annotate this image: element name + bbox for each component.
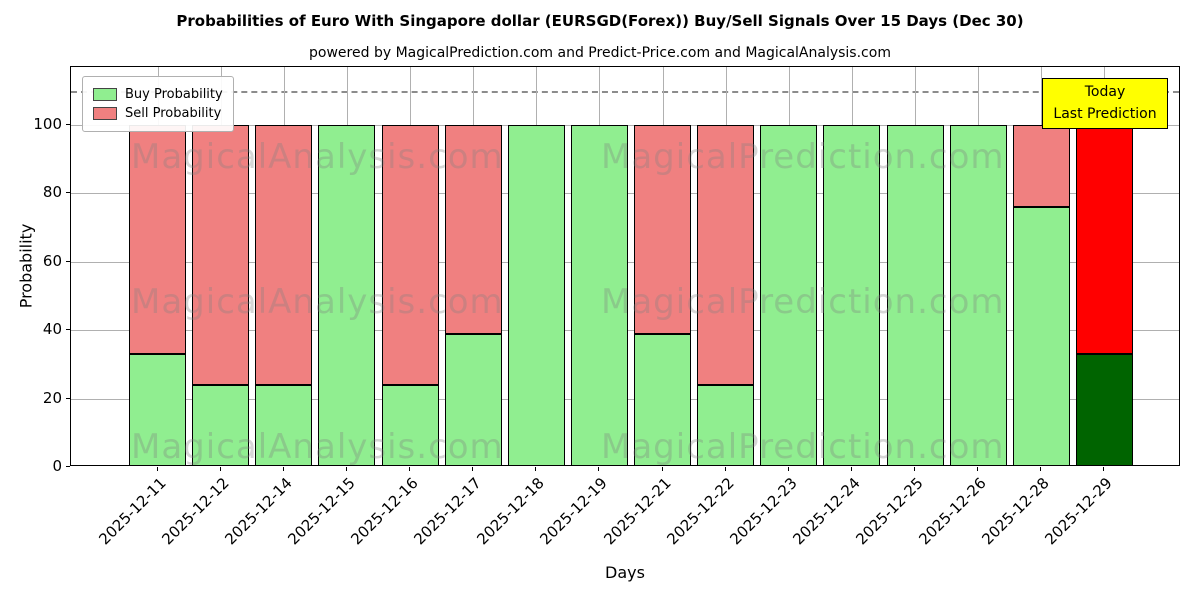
- bar-buy-segment: [634, 333, 692, 465]
- today-annotation-line2: Last Prediction: [1053, 105, 1157, 122]
- bar-buy-segment: [570, 125, 628, 465]
- y-tick-mark: [66, 260, 70, 262]
- today-annotation-line1: Today: [1084, 84, 1126, 100]
- bar-sell-segment: [444, 125, 502, 334]
- legend-swatch-sell: [93, 107, 117, 120]
- y-tick-mark: [66, 124, 70, 126]
- bar-buy-segment: [1012, 207, 1070, 465]
- bar-buy-segment: [192, 384, 250, 465]
- y-tick-label: 0: [52, 457, 62, 475]
- legend-item: Buy Probability: [93, 87, 223, 102]
- bar-buy-segment: [949, 125, 1007, 465]
- x-tick-mark: [156, 467, 158, 471]
- watermark-text: MagicalAnalysis.com: [131, 427, 504, 466]
- x-tick-mark: [409, 467, 411, 471]
- x-tick-mark: [724, 467, 726, 471]
- bar-sell-segment: [697, 125, 755, 385]
- bar-sell-segment: [129, 125, 187, 355]
- legend-label: Sell Probability: [125, 106, 222, 121]
- bar-buy-segment: [444, 333, 502, 465]
- plot-area: MagicalAnalysis.com MagicalPrediction.com…: [70, 66, 1180, 466]
- chart-title: Probabilities of Euro With Singapore dol…: [176, 12, 1024, 30]
- bar-buy-segment: [255, 384, 313, 465]
- chart-subtitle: powered by MagicalPrediction.com and Pre…: [309, 45, 891, 61]
- bar-buy-segment: [507, 125, 565, 465]
- bar-buy-segment: [760, 125, 818, 465]
- bar-buy-segment: [697, 384, 755, 465]
- dashed-threshold-line: [71, 90, 1179, 93]
- y-tick-mark: [66, 192, 70, 194]
- bar-sell-segment: [1012, 125, 1070, 208]
- x-tick-mark: [282, 467, 284, 471]
- x-tick-mark: [345, 467, 347, 471]
- x-axis-label: Days: [605, 563, 645, 582]
- bar-buy-segment-today: [1075, 354, 1133, 465]
- x-tick-mark: [914, 467, 916, 471]
- bar-sell-segment: [192, 125, 250, 385]
- y-tick-label: 40: [42, 320, 62, 339]
- legend-label: Buy Probability: [125, 87, 223, 102]
- x-tick-mark: [661, 467, 663, 471]
- y-tick-mark: [66, 466, 70, 467]
- bar-buy-segment: [823, 125, 881, 465]
- today-annotation: Today Last Prediction: [1042, 78, 1168, 130]
- bar-buy-segment: [381, 384, 439, 465]
- x-tick-mark: [598, 467, 600, 471]
- x-tick-mark: [219, 467, 221, 471]
- watermark-text: MagicalPrediction.com: [601, 427, 1005, 466]
- watermark-text: MagicalAnalysis.com: [131, 282, 504, 322]
- watermark-text: MagicalPrediction.com: [601, 282, 1005, 322]
- y-tick-label: 20: [42, 388, 62, 407]
- legend-item: Sell Probability: [93, 106, 223, 121]
- bar-buy-segment: [318, 125, 376, 465]
- bar-buy-segment: [886, 125, 944, 465]
- y-tick-mark: [66, 397, 70, 399]
- x-tick-mark: [787, 467, 789, 471]
- y-tick-label: 100: [33, 115, 62, 134]
- bar-sell-segment-today: [1075, 125, 1133, 355]
- watermark-text: MagicalAnalysis.com: [131, 137, 504, 177]
- bar-sell-segment: [634, 125, 692, 334]
- legend: Buy Probability Sell Probability: [82, 76, 234, 132]
- x-tick-mark: [1103, 467, 1105, 471]
- legend-swatch-buy: [93, 88, 117, 101]
- x-tick-mark: [535, 467, 537, 471]
- y-tick-label: 60: [42, 251, 62, 270]
- x-tick-mark: [472, 467, 474, 471]
- y-tick-mark: [66, 329, 70, 331]
- y-tick-label: 80: [42, 183, 62, 202]
- bar-sell-segment: [381, 125, 439, 385]
- x-tick-mark: [1040, 467, 1042, 471]
- x-tick-mark: [850, 467, 852, 471]
- watermark-text: MagicalPrediction.com: [601, 137, 1005, 177]
- bar-sell-segment: [255, 125, 313, 385]
- bar-buy-segment: [129, 354, 187, 465]
- x-tick-mark: [977, 467, 979, 471]
